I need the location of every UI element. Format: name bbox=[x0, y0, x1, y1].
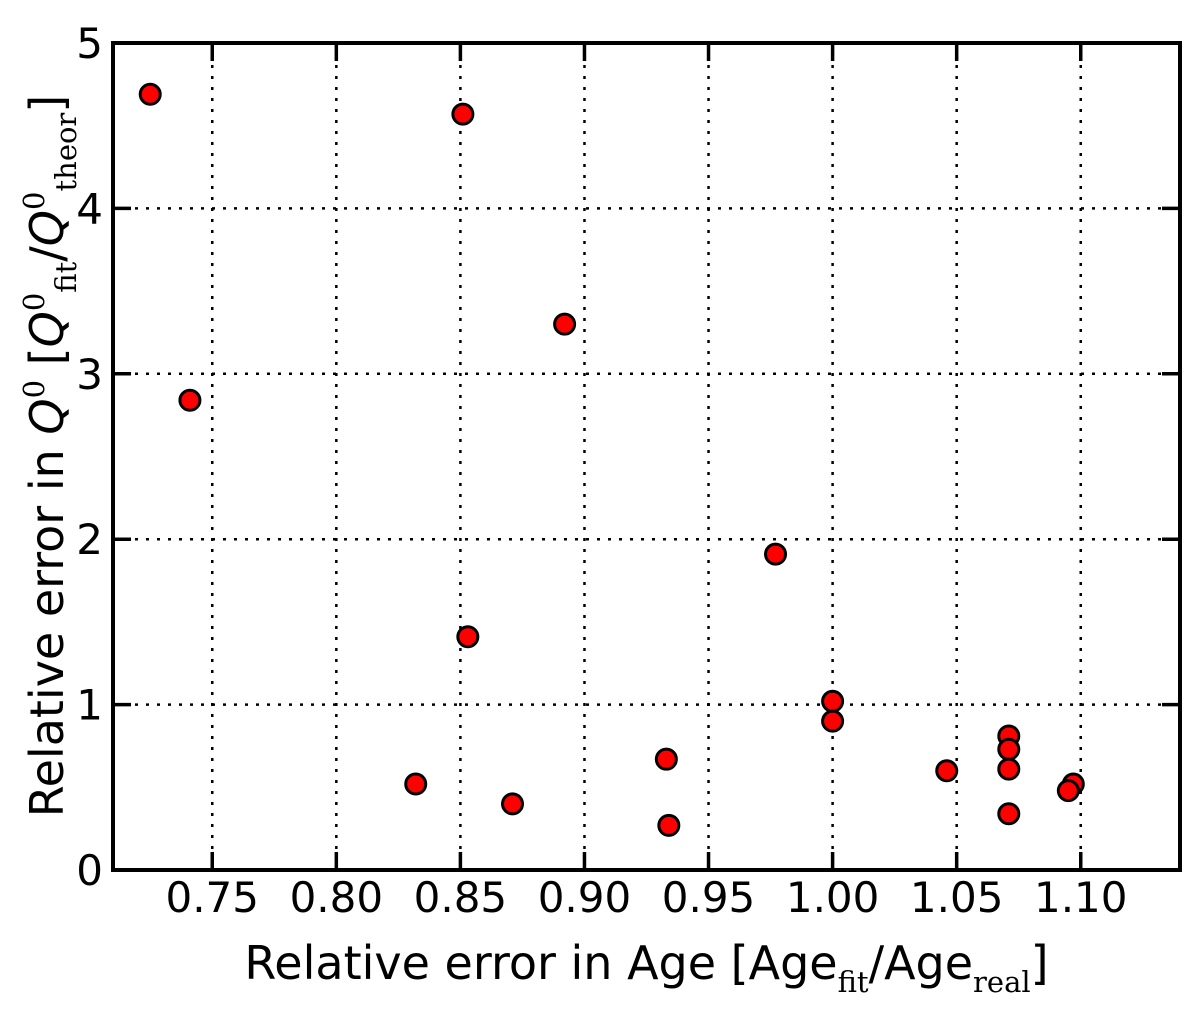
y-label-close-bracket: ] bbox=[20, 94, 74, 113]
data-point bbox=[138, 82, 162, 106]
y-tick-label-4: 4 bbox=[76, 184, 103, 233]
y-label-sub-theor: theor bbox=[49, 112, 83, 192]
x-label-sub-fit: fit bbox=[837, 965, 869, 999]
data-point bbox=[764, 542, 788, 566]
x-label-close-bracket: ] bbox=[1030, 936, 1049, 990]
data-point bbox=[404, 772, 428, 796]
x-tick-label-1.00: 1.00 bbox=[786, 873, 880, 922]
data-point bbox=[657, 813, 681, 837]
y-label-text: Relative error in bbox=[20, 434, 74, 818]
y-axis-label: Relative error in Q0 [Q0fit/Q0theor] bbox=[17, 6, 83, 906]
y-label-sup-0-theor: 0 bbox=[17, 191, 51, 210]
data-point bbox=[501, 792, 525, 816]
y-label-q-fit: Q bbox=[20, 311, 74, 348]
x-label-slash-age: /Age bbox=[868, 936, 974, 990]
data-point bbox=[553, 312, 577, 336]
data-point bbox=[821, 709, 845, 733]
data-point bbox=[456, 625, 480, 649]
x-tick-label-0.90: 0.90 bbox=[538, 873, 632, 922]
x-tick-label-0.85: 0.85 bbox=[414, 873, 508, 922]
x-tick-label-0.95: 0.95 bbox=[662, 873, 756, 922]
data-point bbox=[178, 388, 202, 412]
y-label-slash: / bbox=[20, 246, 74, 262]
y-tick-label-0: 0 bbox=[76, 846, 103, 895]
y-label-sup-0-fit: 0 bbox=[17, 292, 51, 312]
axes-frame bbox=[111, 41, 1182, 872]
y-label-q: Q bbox=[20, 398, 74, 435]
y-label-q-theor: Q bbox=[20, 209, 74, 247]
data-point bbox=[451, 102, 475, 126]
data-point bbox=[935, 759, 959, 783]
x-tick-label-1.10: 1.10 bbox=[1034, 873, 1128, 922]
y-label-sub-fit: fit bbox=[49, 261, 83, 293]
x-label-text: Relative error in Age [Age bbox=[244, 936, 838, 990]
x-tick-label-1.05: 1.05 bbox=[910, 873, 1004, 922]
y-tick-label-1: 1 bbox=[76, 681, 103, 730]
data-point bbox=[1056, 779, 1080, 803]
y-tick-label-3: 3 bbox=[76, 350, 103, 399]
y-label-open-bracket: [ bbox=[20, 347, 74, 380]
y-tick-label-2: 2 bbox=[76, 515, 103, 564]
data-point bbox=[997, 802, 1021, 826]
x-label-sub-real: real bbox=[973, 965, 1031, 999]
data-point bbox=[997, 757, 1021, 781]
data-point bbox=[654, 747, 678, 771]
x-tick-label-0.80: 0.80 bbox=[290, 873, 384, 922]
data-point bbox=[997, 737, 1021, 761]
y-label-sup-0: 0 bbox=[17, 379, 51, 399]
y-tick-label-5: 5 bbox=[76, 19, 103, 68]
x-tick-label-0.75: 0.75 bbox=[165, 873, 259, 922]
data-point bbox=[821, 689, 845, 713]
x-axis-label: Relative error in Age [Agefit/Agereal] bbox=[113, 933, 1180, 999]
